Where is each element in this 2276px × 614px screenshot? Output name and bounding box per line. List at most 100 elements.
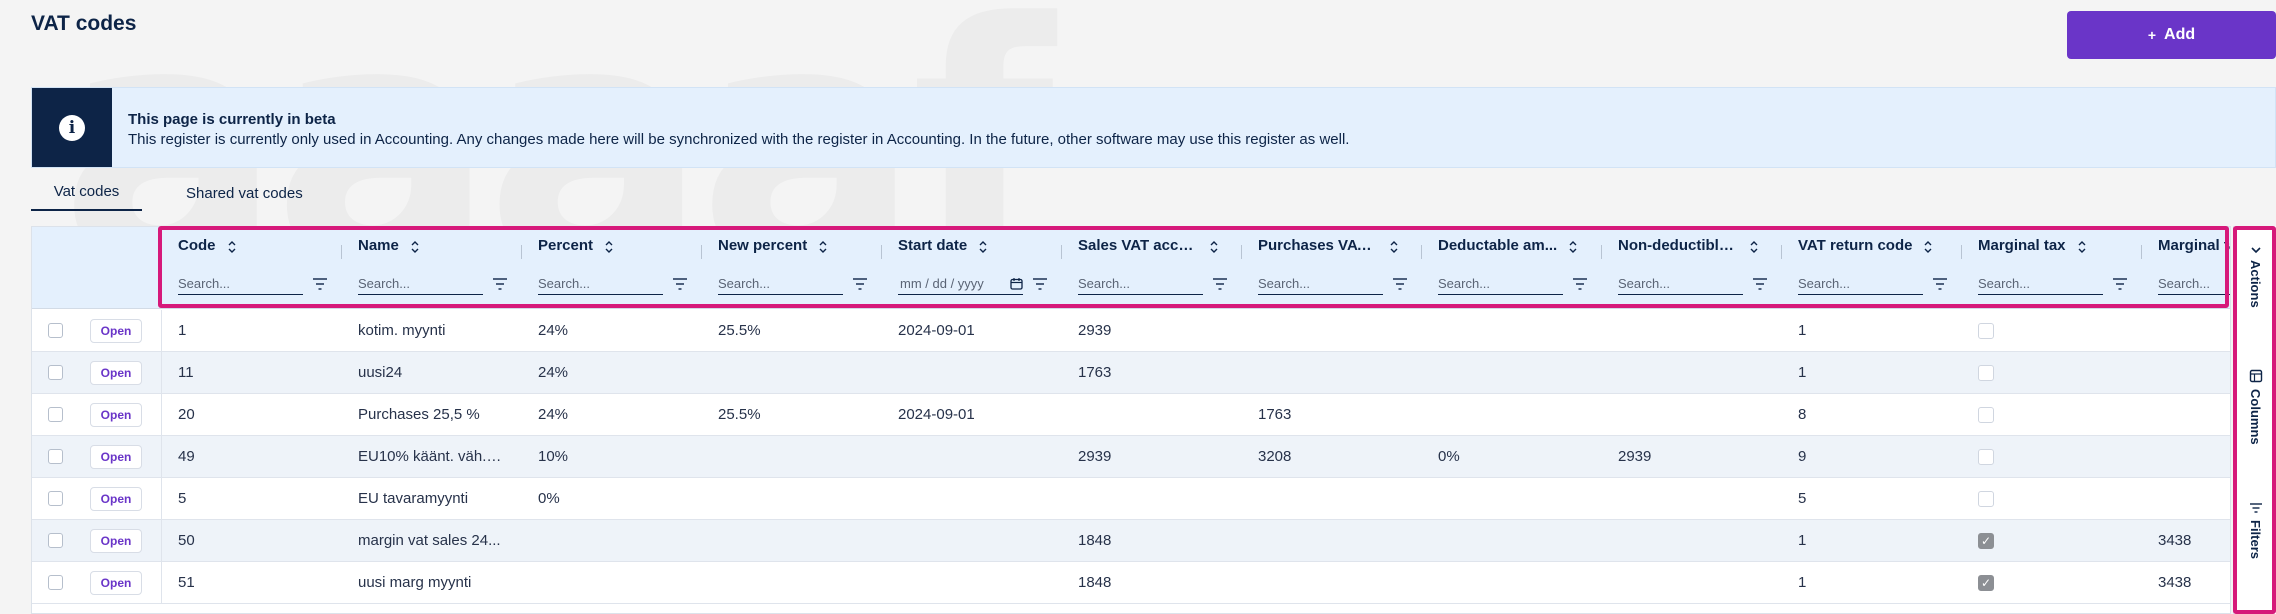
column-separator[interactable]: [1061, 245, 1062, 259]
sort-icon[interactable]: [1922, 239, 1934, 255]
cell-percent: 24%: [538, 406, 569, 423]
start-date-filter-input[interactable]: mm / dd / yyyy: [898, 273, 1023, 295]
filter-icon[interactable]: [312, 277, 328, 291]
plus-icon: +: [2147, 27, 2157, 43]
name-search-input[interactable]: [358, 273, 483, 295]
sort-icon[interactable]: [603, 239, 615, 255]
filter-icon[interactable]: [2112, 277, 2128, 291]
row-selection-cell: Open: [32, 352, 162, 394]
purchases-vat-search-input[interactable]: [1258, 273, 1383, 295]
sort-icon[interactable]: [1748, 239, 1760, 255]
open-row-button[interactable]: Open: [90, 403, 142, 427]
table-row[interactable]: Open 20 Purchases 25,5 % 24% 25.5% 2024-09-01…: [32, 394, 2230, 436]
open-row-button[interactable]: Open: [90, 529, 142, 553]
table-row[interactable]: Open 49 EU10% käänt. väh.kel... 10% 2939 3208…: [32, 436, 2230, 478]
sort-icon[interactable]: [977, 239, 989, 255]
column-separator[interactable]: [881, 245, 882, 259]
row-select-checkbox[interactable]: [48, 407, 63, 422]
tab-vat-codes[interactable]: Vat codes: [31, 183, 142, 211]
column-separator[interactable]: [1241, 245, 1242, 259]
sort-icon[interactable]: [1388, 239, 1400, 255]
column-header-name[interactable]: Name: [342, 227, 522, 309]
column-header-purchases-vat[interactable]: Purchases VAT ...: [1242, 227, 1422, 309]
non-deductible-search-input[interactable]: [1618, 273, 1743, 295]
cell-code: 50: [178, 532, 195, 549]
open-row-button[interactable]: Open: [90, 319, 142, 343]
filter-icon[interactable]: [1572, 277, 1588, 291]
sort-icon[interactable]: [1567, 239, 1579, 255]
column-separator[interactable]: [341, 245, 342, 259]
table-row[interactable]: Open 11 uusi24 24% 1763 1: [32, 352, 2230, 394]
filter-icon[interactable]: [1212, 277, 1228, 291]
percent-search-input[interactable]: [538, 273, 663, 295]
filter-icon[interactable]: [1932, 277, 1948, 291]
filter-icon[interactable]: [492, 277, 508, 291]
column-separator[interactable]: [1601, 245, 1602, 259]
column-separator[interactable]: [1961, 245, 1962, 259]
column-header-code[interactable]: Code: [162, 227, 342, 309]
sort-icon[interactable]: [817, 239, 829, 255]
row-select-checkbox[interactable]: [48, 323, 63, 338]
table-row[interactable]: Open 1 kotim. myynti 24% 25.5% 2024-09-01 2939…: [32, 310, 2230, 352]
row-select-checkbox[interactable]: [48, 575, 63, 590]
cell-code: 5: [178, 490, 187, 507]
open-row-button[interactable]: Open: [90, 361, 142, 385]
column-separator[interactable]: [1421, 245, 1422, 259]
column-separator[interactable]: [2141, 245, 2142, 259]
filter-icon[interactable]: [1032, 277, 1048, 291]
filter-icon[interactable]: [1752, 277, 1768, 291]
column-header-marginal-tax[interactable]: Marginal tax: [1962, 227, 2142, 309]
sort-icon[interactable]: [226, 239, 238, 255]
column-header-start-date[interactable]: Start date mm / dd / yyyy: [882, 227, 1062, 309]
cell-vat-return: 1: [1798, 574, 1807, 591]
side-filters-button[interactable]: Filters: [2234, 502, 2276, 559]
info-icon-box: i: [32, 88, 112, 167]
new-percent-search-input[interactable]: [718, 273, 843, 295]
open-row-button[interactable]: Open: [90, 571, 142, 595]
column-header-vat-return[interactable]: VAT return code: [1782, 227, 1962, 309]
row-select-checkbox[interactable]: [48, 533, 63, 548]
side-columns-button[interactable]: Columns: [2234, 369, 2276, 445]
sort-icon[interactable]: [2076, 239, 2088, 255]
open-row-button[interactable]: Open: [90, 445, 142, 469]
filter-icon[interactable]: [852, 277, 868, 291]
filter-icon[interactable]: [1392, 277, 1408, 291]
calendar-icon[interactable]: [1010, 277, 1023, 290]
code-search-input[interactable]: [178, 273, 303, 295]
tab-shared-vat-codes[interactable]: Shared vat codes: [186, 185, 303, 202]
column-title: Percent: [538, 237, 594, 254]
marginal-t2-search-input[interactable]: [2158, 273, 2230, 295]
column-header-non-deductible[interactable]: Non-deductible...: [1602, 227, 1782, 309]
column-title: Code: [178, 237, 216, 254]
cell-sales-vat: 1848: [1078, 574, 1112, 591]
sort-icon[interactable]: [1208, 239, 1220, 255]
sales-vat-search-input[interactable]: [1078, 273, 1203, 295]
row-select-checkbox[interactable]: [48, 365, 63, 380]
row-selection-cell: Open: [32, 562, 162, 604]
column-header-percent[interactable]: Percent: [522, 227, 702, 309]
row-select-checkbox[interactable]: [48, 491, 63, 506]
side-actions-button[interactable]: Actions: [2234, 246, 2276, 308]
vat-codes-table: Code Name Percent New percent Start date mm /…: [31, 226, 2231, 614]
filter-icon[interactable]: [672, 277, 688, 291]
column-header-marginal-t2[interactable]: Marginal ta: [2142, 227, 2230, 309]
column-header-deductable[interactable]: Deductable am...: [1422, 227, 1602, 309]
table-row[interactable]: Open 50 margin vat sales 24... 1848 1 ✓ 3438: [32, 520, 2230, 562]
cell-code: 20: [178, 406, 195, 423]
column-separator[interactable]: [1781, 245, 1782, 259]
column-separator[interactable]: [521, 245, 522, 259]
cell-vat-return: 1: [1798, 364, 1807, 381]
column-separator[interactable]: [701, 245, 702, 259]
add-button[interactable]: + Add: [2067, 11, 2276, 59]
row-select-checkbox[interactable]: [48, 449, 63, 464]
deductable-search-input[interactable]: [1438, 273, 1563, 295]
open-row-button[interactable]: Open: [90, 487, 142, 511]
table-row[interactable]: Open 51 uusi marg myynti 1848 1 ✓ 3438: [32, 562, 2230, 604]
vat-return-search-input[interactable]: [1798, 273, 1923, 295]
add-button-label: Add: [2164, 26, 2196, 43]
column-header-new-percent[interactable]: New percent: [702, 227, 882, 309]
marginal-tax-search-input[interactable]: [1978, 273, 2103, 295]
column-header-sales-vat[interactable]: Sales VAT acco...: [1062, 227, 1242, 309]
table-row[interactable]: Open 5 EU tavaramyynti 0% 5: [32, 478, 2230, 520]
sort-icon[interactable]: [409, 239, 421, 255]
